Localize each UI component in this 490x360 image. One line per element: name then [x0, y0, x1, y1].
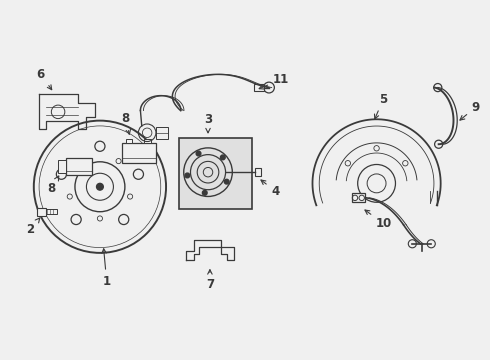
Text: 10: 10: [365, 210, 392, 230]
Text: 8: 8: [122, 112, 130, 134]
Text: 7: 7: [206, 270, 214, 291]
Text: 8: 8: [47, 176, 59, 195]
Text: 3: 3: [204, 113, 212, 133]
Bar: [144, 139, 150, 143]
Circle shape: [97, 183, 103, 190]
Bar: [254, 84, 264, 91]
Text: 5: 5: [374, 93, 388, 119]
Bar: [58, 161, 66, 172]
Circle shape: [202, 190, 207, 195]
Text: 4: 4: [261, 180, 279, 198]
Bar: [122, 143, 156, 163]
Circle shape: [196, 151, 201, 156]
Circle shape: [220, 155, 225, 160]
Bar: [37, 208, 46, 216]
Bar: [66, 158, 92, 175]
Text: 2: 2: [26, 218, 40, 236]
Text: 1: 1: [102, 249, 111, 288]
Text: 6: 6: [36, 68, 52, 90]
Text: 11: 11: [259, 73, 289, 89]
Bar: [156, 127, 168, 139]
Bar: [125, 139, 132, 143]
Bar: [255, 168, 261, 176]
Bar: [46, 209, 57, 215]
Text: 9: 9: [460, 101, 480, 120]
Circle shape: [185, 173, 190, 178]
Bar: [352, 193, 365, 202]
Bar: [179, 138, 252, 209]
Circle shape: [224, 179, 229, 184]
